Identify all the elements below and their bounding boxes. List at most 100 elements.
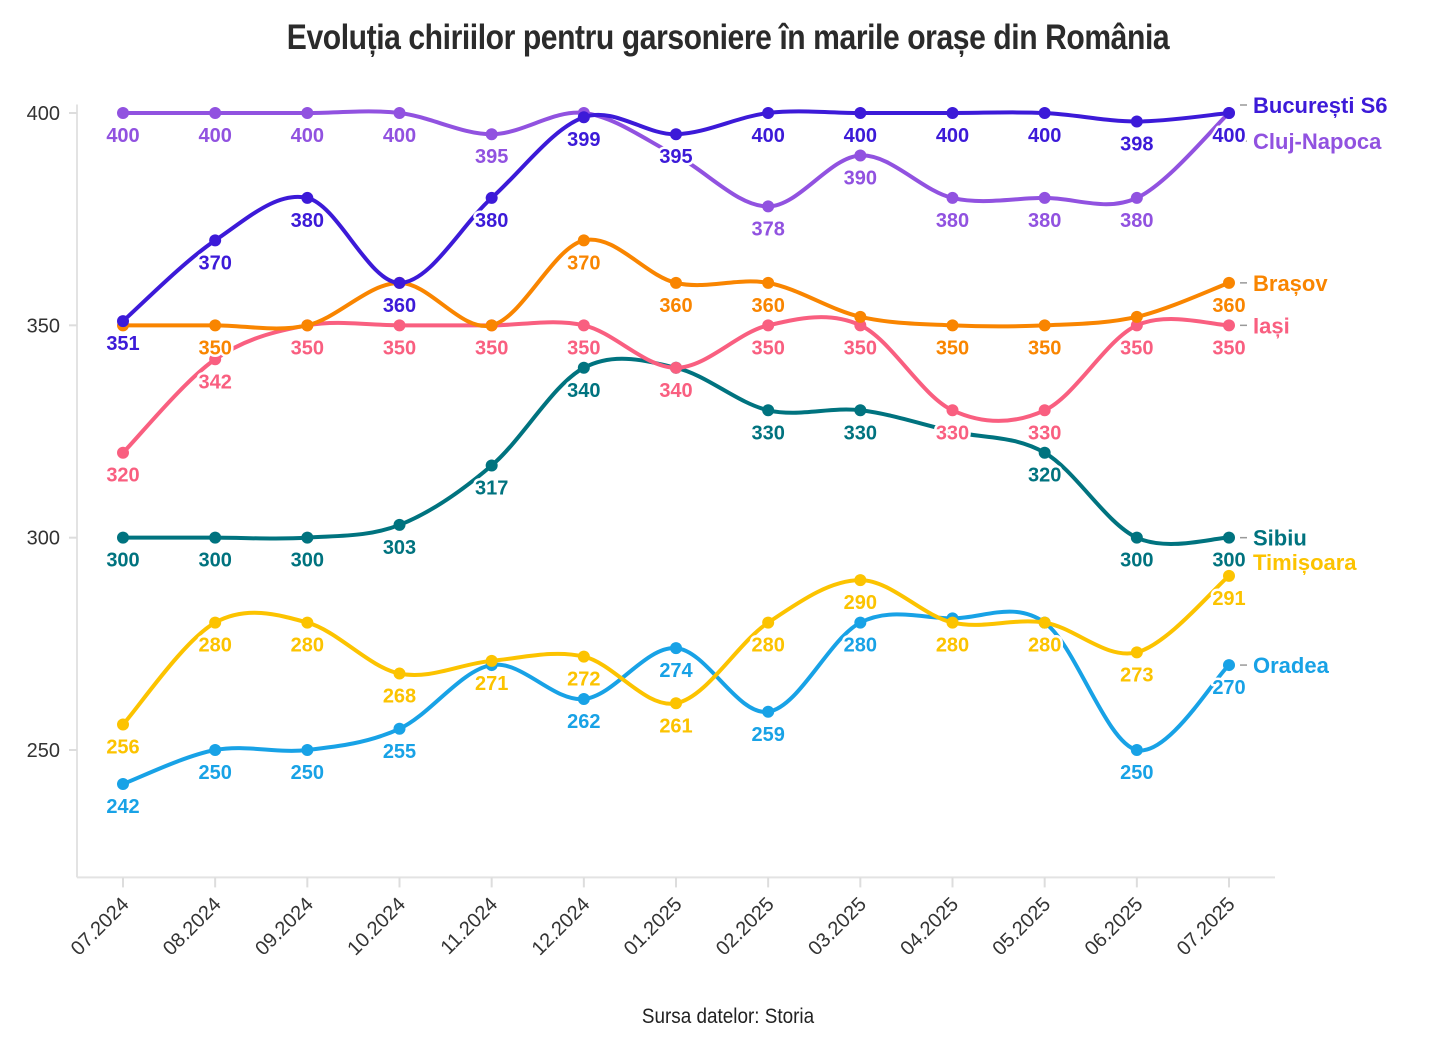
x-tick-label: 07.2024 xyxy=(67,893,134,960)
data-label: 400 xyxy=(936,125,969,147)
data-point xyxy=(485,654,498,667)
data-point xyxy=(946,616,959,629)
data-label: 290 xyxy=(844,592,877,614)
data-label: 400 xyxy=(106,125,139,147)
data-label: 350 xyxy=(198,337,231,359)
data-point xyxy=(393,276,406,289)
data-label: 380 xyxy=(291,210,324,232)
data-point xyxy=(946,404,959,417)
x-tick-label: 06.2025 xyxy=(1081,893,1148,960)
data-point xyxy=(209,616,222,629)
data-point xyxy=(1130,646,1143,659)
data-point xyxy=(301,744,314,756)
series-name-label: Timișoara xyxy=(1253,550,1357,575)
data-point xyxy=(1223,107,1235,119)
data-label: 350 xyxy=(475,337,508,359)
data-label: 390 xyxy=(844,167,877,189)
data-point xyxy=(670,149,682,162)
data-point xyxy=(854,319,867,332)
data-label: 378 xyxy=(751,218,784,240)
data-point xyxy=(670,697,682,710)
x-tick-label: 01.2025 xyxy=(620,893,687,960)
data-point xyxy=(393,722,406,735)
data-label: 380 xyxy=(1028,210,1061,232)
data-label: 400 xyxy=(198,125,231,147)
series-name-label: Sibiu xyxy=(1253,526,1307,551)
data-point xyxy=(1130,744,1143,756)
data-label: 350 xyxy=(751,337,784,359)
data-point xyxy=(762,404,775,417)
data-label: 330 xyxy=(1028,422,1061,444)
x-tick-label: 03.2025 xyxy=(804,893,871,960)
data-point xyxy=(670,361,682,374)
series-line xyxy=(122,609,1231,786)
data-label: 395 xyxy=(475,146,508,168)
data-point xyxy=(1223,569,1235,582)
data-label: 250 xyxy=(1120,762,1153,784)
y-tick-label: 350 xyxy=(27,315,60,337)
data-point xyxy=(762,705,775,718)
data-label: 300 xyxy=(1212,550,1245,572)
data-point xyxy=(117,107,129,119)
data-point xyxy=(485,319,498,332)
data-label: 399 xyxy=(567,129,600,151)
data-point xyxy=(209,107,222,119)
data-point xyxy=(1038,446,1051,459)
data-point xyxy=(577,319,590,332)
data-point xyxy=(577,693,590,706)
data-point xyxy=(209,353,222,366)
data-label: 400 xyxy=(1028,125,1061,147)
data-point xyxy=(577,234,590,247)
data-point xyxy=(301,319,314,332)
data-point xyxy=(670,642,682,655)
data-point xyxy=(854,310,867,323)
data-point xyxy=(1038,191,1051,204)
data-point xyxy=(485,128,498,141)
data-point xyxy=(762,107,775,119)
data-point xyxy=(1130,310,1143,323)
data-point xyxy=(301,191,314,204)
data-point xyxy=(762,200,775,213)
y-tick-label: 300 xyxy=(27,528,60,550)
data-point xyxy=(1038,319,1051,332)
data-label: 262 xyxy=(567,711,600,733)
data-label: 380 xyxy=(936,210,969,232)
data-point xyxy=(762,616,775,629)
data-point xyxy=(946,191,959,204)
data-point xyxy=(393,667,406,680)
data-labels: 242 250 250 255 262 274 259 280 250 270 256 280 280 2… xyxy=(104,123,1248,821)
data-label: 255 xyxy=(383,741,416,763)
data-label: 259 xyxy=(751,724,784,746)
data-point xyxy=(1038,404,1051,417)
data-label: 400 xyxy=(1212,125,1245,147)
data-point xyxy=(946,319,959,332)
data-label: 360 xyxy=(751,295,784,317)
data-label: 280 xyxy=(751,635,784,657)
data-point xyxy=(117,446,129,459)
source-note: Sursa datelor: Storia xyxy=(641,1005,815,1028)
data-label: 272 xyxy=(567,669,600,691)
data-point xyxy=(393,107,406,119)
data-label: 360 xyxy=(659,295,692,317)
data-label: 317 xyxy=(475,477,508,499)
data-label: 351 xyxy=(106,333,139,355)
data-label: 380 xyxy=(475,210,508,232)
x-tick-label: 09.2024 xyxy=(251,893,318,960)
data-point xyxy=(301,107,314,119)
data-point xyxy=(577,111,590,124)
data-point xyxy=(854,404,867,417)
y-tick-label: 250 xyxy=(27,740,60,762)
data-point xyxy=(301,616,314,629)
data-label: 350 xyxy=(1120,337,1153,359)
data-label: 398 xyxy=(1120,133,1153,155)
data-label: 360 xyxy=(1212,295,1245,317)
data-point xyxy=(393,518,406,531)
data-point xyxy=(393,319,406,332)
data-point xyxy=(1130,319,1143,332)
data-point xyxy=(1223,531,1235,544)
data-point xyxy=(117,531,129,544)
data-label: 400 xyxy=(844,125,877,147)
data-point xyxy=(485,459,498,472)
data-label: 350 xyxy=(291,337,324,359)
data-label: 330 xyxy=(751,422,784,444)
